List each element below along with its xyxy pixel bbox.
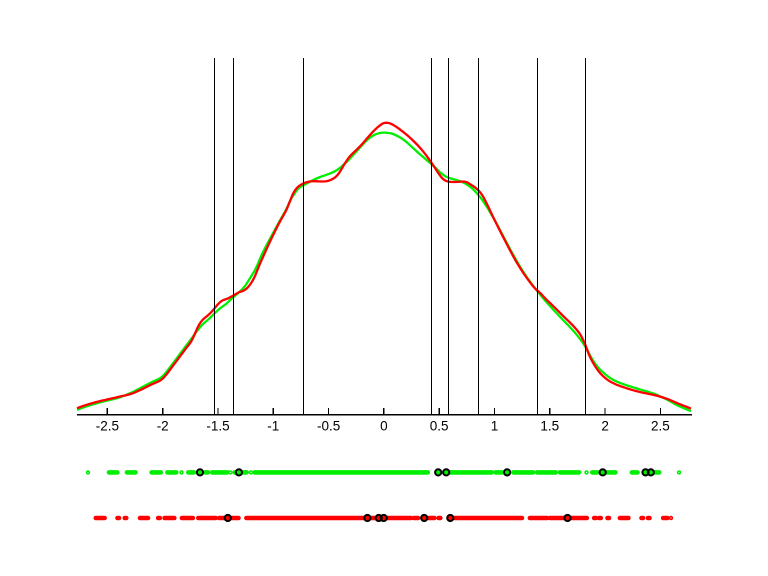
svg-text:0: 0 <box>380 419 388 434</box>
svg-text:-2.5: -2.5 <box>96 419 119 434</box>
svg-text:2.5: 2.5 <box>651 419 670 434</box>
svg-text:2: 2 <box>601 419 609 434</box>
svg-text:1: 1 <box>491 419 499 434</box>
svg-text:-1: -1 <box>267 419 279 434</box>
svg-text:1.5: 1.5 <box>540 419 559 434</box>
svg-text:0.5: 0.5 <box>430 419 449 434</box>
svg-text:-0.5: -0.5 <box>317 419 340 434</box>
svg-text:-1.5: -1.5 <box>206 419 229 434</box>
svg-text:-2: -2 <box>157 419 169 434</box>
